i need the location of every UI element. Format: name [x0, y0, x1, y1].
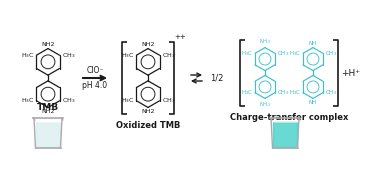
Text: H$_3$C: H$_3$C: [20, 51, 34, 60]
Text: ++: ++: [175, 33, 186, 40]
Text: CH$_3$: CH$_3$: [325, 88, 337, 97]
Polygon shape: [36, 122, 60, 147]
Text: H$_3$C: H$_3$C: [121, 96, 135, 105]
Text: Oxidized TMB: Oxidized TMB: [116, 121, 180, 131]
Text: H$_3$C: H$_3$C: [289, 88, 301, 97]
Text: NH: NH: [309, 100, 317, 105]
Text: CH$_3$: CH$_3$: [62, 51, 75, 60]
Text: NH$_2$: NH$_2$: [259, 37, 271, 46]
Text: NH$_2$: NH$_2$: [259, 100, 271, 109]
Text: H$_3$C: H$_3$C: [241, 49, 253, 58]
Text: +H⁺: +H⁺: [341, 68, 360, 77]
Polygon shape: [273, 122, 297, 147]
Text: Charge-transfer complex: Charge-transfer complex: [230, 113, 348, 122]
Text: TMB: TMB: [37, 103, 59, 112]
Text: NH2: NH2: [41, 42, 55, 47]
Text: CH$_3$: CH$_3$: [277, 49, 289, 58]
Text: CH$_3$: CH$_3$: [62, 96, 75, 105]
Text: H$_3$C: H$_3$C: [20, 96, 34, 105]
Text: H$_3$C: H$_3$C: [241, 88, 253, 97]
Text: CH$_3$: CH$_3$: [277, 88, 289, 97]
Text: NH: NH: [309, 41, 317, 46]
Text: H$_3$C: H$_3$C: [121, 51, 135, 60]
Text: CH$_3$: CH$_3$: [161, 96, 175, 105]
Text: ClO⁻: ClO⁻: [86, 66, 104, 75]
Text: CH$_3$: CH$_3$: [161, 51, 175, 60]
Text: 1/2: 1/2: [210, 73, 223, 83]
Text: NH2: NH2: [141, 109, 155, 114]
Text: H$_3$C: H$_3$C: [289, 49, 301, 58]
Text: NH2: NH2: [41, 109, 55, 114]
Text: NH2: NH2: [141, 42, 155, 47]
Text: CH$_3$: CH$_3$: [325, 49, 337, 58]
Text: pH 4.0: pH 4.0: [82, 81, 108, 90]
